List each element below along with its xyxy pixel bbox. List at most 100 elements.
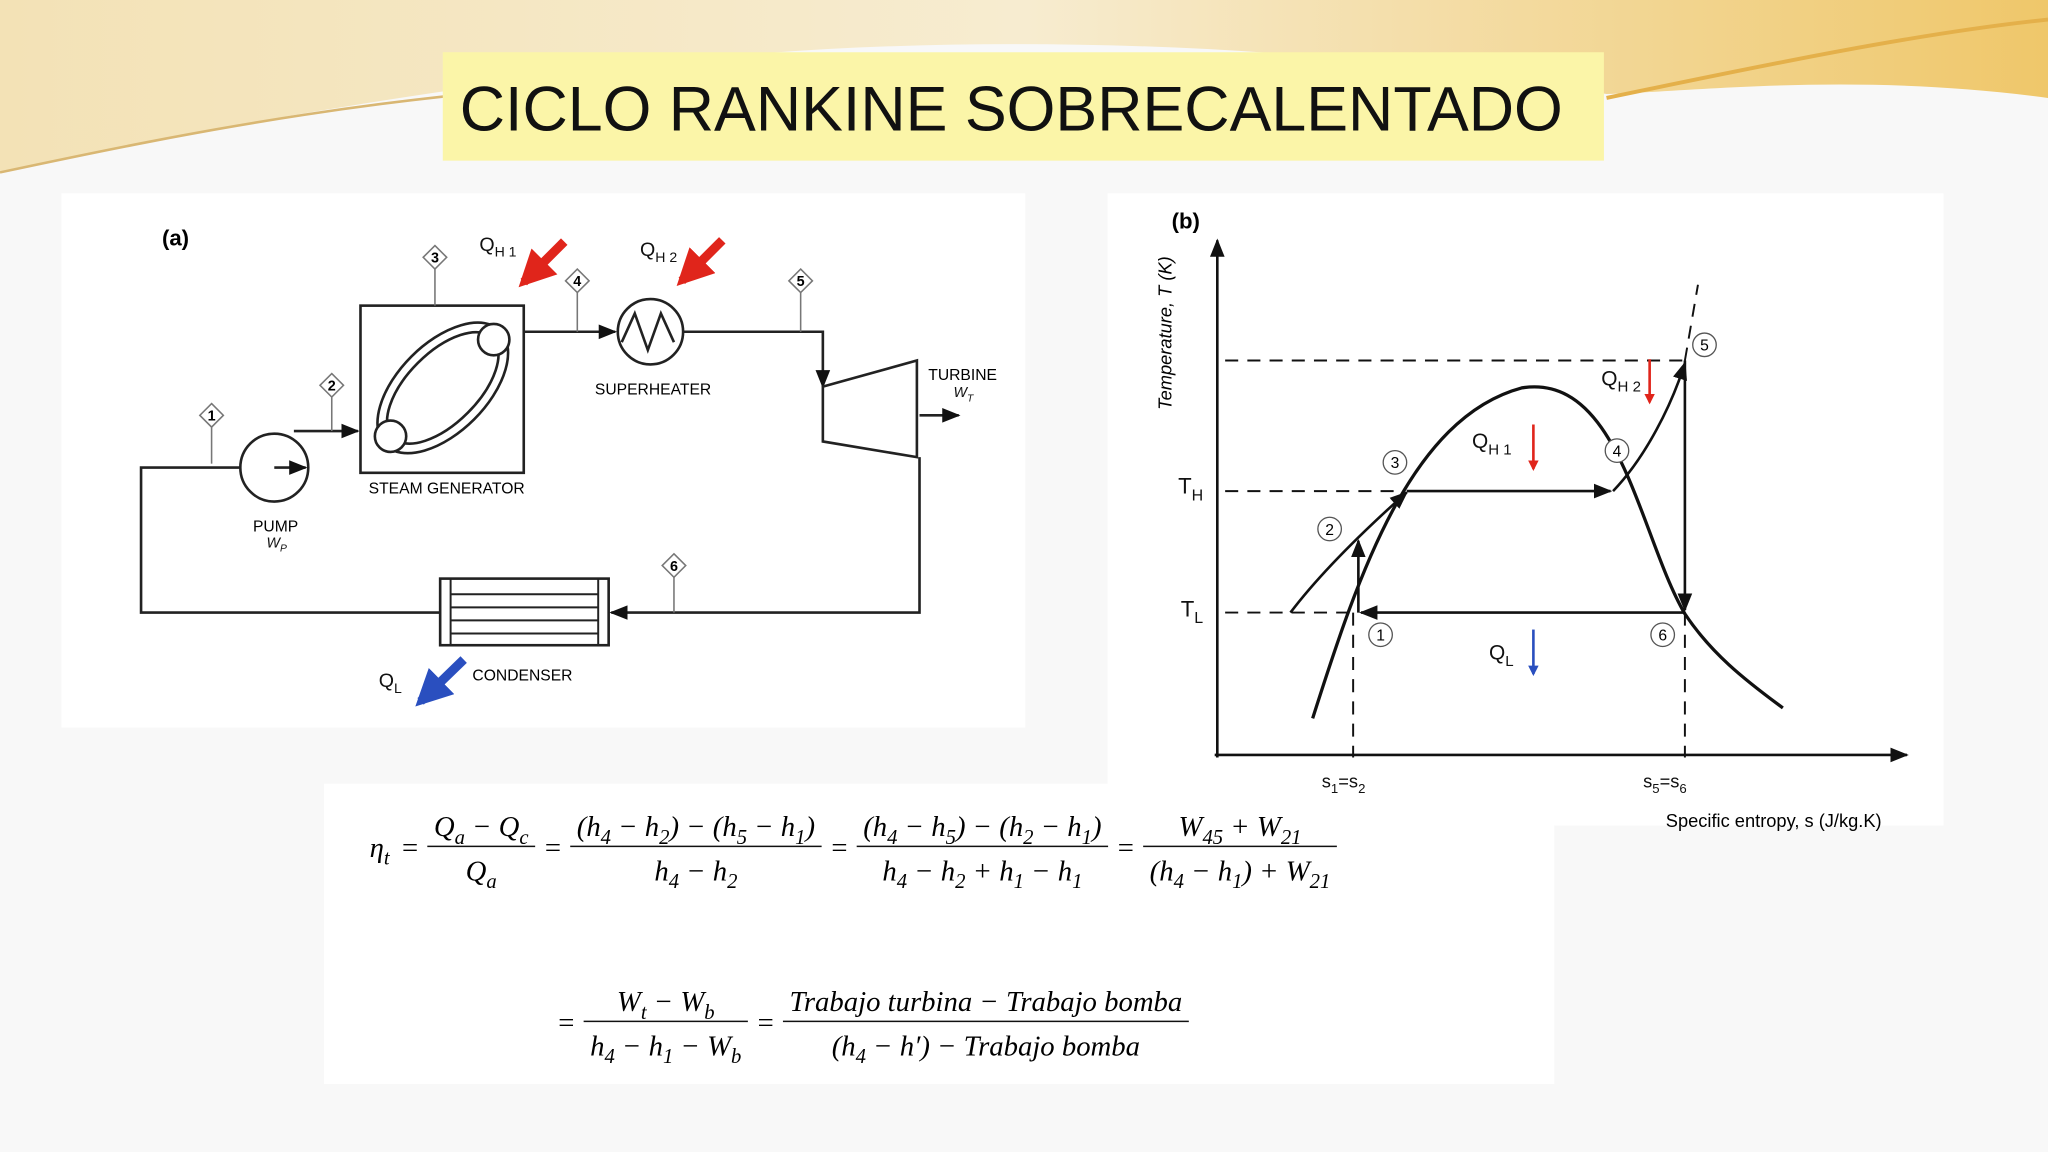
text-part: = — [1338, 771, 1349, 792]
subscript: 4 — [669, 871, 679, 893]
base: Q — [379, 670, 394, 692]
state-marker — [1604, 438, 1630, 464]
numerator: Wt − Wb — [617, 986, 715, 1024]
heat-arrow — [676, 237, 726, 286]
subscript: L — [1505, 653, 1513, 670]
label: WT — [953, 385, 974, 404]
state-marker — [787, 267, 814, 294]
base: h — [931, 811, 945, 843]
subscript: H 2 — [1618, 379, 1641, 396]
guide-line — [1225, 284, 1699, 758]
subscript: H 2 — [655, 249, 677, 265]
base: h — [586, 811, 600, 843]
subscript: b — [731, 1046, 741, 1068]
state-label: 6 — [670, 559, 678, 575]
subscript: 1 — [1331, 781, 1338, 796]
heat-arrow — [415, 656, 467, 707]
subscript: H — [1192, 487, 1204, 504]
panel-equations — [323, 783, 1555, 1085]
label: QH 1 — [1472, 430, 1512, 458]
base: Q — [1489, 642, 1505, 665]
panel-label: (b) — [1172, 209, 1200, 234]
state-marker — [318, 372, 345, 399]
base: W — [1179, 811, 1206, 843]
superheater-coil — [620, 309, 676, 354]
subscript: 1 — [663, 1046, 673, 1068]
label: QH 1 — [479, 234, 516, 260]
numerator: (h4 − h5) − (h2 − h1) — [863, 811, 1101, 849]
panel-label: (a) — [162, 226, 189, 251]
base: W — [680, 986, 707, 1018]
panel-b — [1107, 193, 1944, 826]
text-part: ) − ( — [954, 811, 1011, 843]
denominator: h4 − h1 − Wb — [590, 1030, 741, 1068]
base: h — [941, 855, 955, 887]
text-part: − h′) − Trabajo bomba — [866, 1030, 1140, 1062]
state-label: 1 — [208, 409, 216, 425]
subscript: H 1 — [1488, 441, 1511, 458]
component-label: STEAM GENERATOR — [369, 481, 525, 498]
subscript: L — [394, 680, 402, 696]
state-marker — [661, 552, 687, 579]
denominator: (h4 − h′) − Trabajo bomba — [832, 1030, 1140, 1068]
operator: = — [543, 832, 562, 864]
subscript: 1 — [1072, 871, 1082, 893]
base: T — [1181, 596, 1195, 621]
decor-swoosh — [0, 0, 2048, 173]
subscript: 1 — [1082, 827, 1092, 849]
x-axis-title: Specific entropy, s (J/kg.K) — [1666, 810, 1882, 831]
pipe — [683, 330, 831, 389]
label: s5=s6 — [1643, 771, 1687, 796]
condenser — [438, 577, 610, 647]
subscript: b — [704, 1002, 714, 1024]
subscript: L — [1194, 610, 1203, 627]
numerator: Trabajo turbina − Trabajo bomba — [789, 986, 1182, 1018]
subscript: 4 — [897, 871, 907, 893]
text-part: + — [966, 855, 1000, 887]
base: h — [1009, 811, 1023, 843]
subscript: 2 — [727, 871, 737, 893]
subscript: 4 — [601, 827, 611, 849]
base: W — [617, 986, 644, 1018]
base: Q — [1472, 430, 1488, 453]
operator: = — [400, 832, 419, 864]
pipe — [139, 466, 441, 614]
text-part: − — [897, 811, 931, 843]
label: QH 2 — [1601, 367, 1641, 395]
subscript: H 1 — [495, 244, 517, 260]
sg-drum — [373, 419, 408, 454]
subscript: P — [280, 544, 287, 555]
text-part: − — [747, 811, 781, 843]
state-label: 1 — [1376, 628, 1385, 645]
text-part: ) + — [1240, 855, 1285, 887]
heat-arrows — [415, 237, 726, 707]
operator: = — [1116, 832, 1135, 864]
text-part: − — [679, 855, 713, 887]
slide-title: CICLO RANKINE SOBRECALENTADO — [460, 75, 1563, 145]
base: h — [713, 855, 727, 887]
denominator: Qa — [466, 855, 497, 893]
subscript: 21 — [1281, 827, 1302, 849]
state-label: 5 — [1700, 338, 1709, 355]
numerator: Qa − Qc — [434, 811, 529, 849]
text-part: = — [1660, 771, 1671, 792]
text-part: − — [465, 811, 499, 843]
base: h — [649, 1030, 663, 1062]
text-part: ) − ( — [667, 811, 724, 843]
denominator: (h4 − h1) + W21 — [1150, 855, 1331, 893]
text-part: ( — [577, 811, 589, 843]
subscript: 1 — [1232, 871, 1242, 893]
subscript: 1 — [795, 827, 805, 849]
base: W — [1257, 811, 1284, 843]
process — [1612, 361, 1687, 493]
subscript: 45 — [1202, 827, 1223, 849]
component-label: SUPERHEATER — [595, 381, 711, 398]
subscript: 4 — [887, 827, 897, 849]
text-part: − — [907, 855, 941, 887]
base: h — [722, 811, 736, 843]
title-box — [442, 52, 1604, 161]
base: h — [590, 1030, 604, 1062]
label: s1=s2 — [1322, 771, 1366, 796]
sg-drum — [476, 322, 511, 357]
